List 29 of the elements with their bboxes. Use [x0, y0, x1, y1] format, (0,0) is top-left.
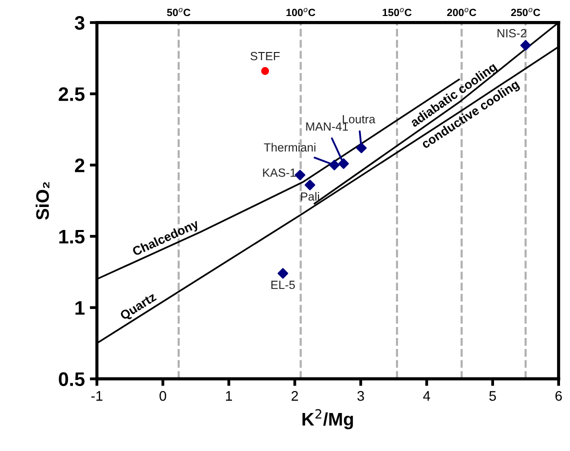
y-tick-label: 2	[74, 158, 84, 172]
x-tick-label: 6	[555, 391, 562, 401]
x-tick-label: 2	[292, 391, 298, 401]
annotation: EL-5	[271, 280, 295, 290]
annotation: Pali	[301, 192, 319, 201]
annotation: NIS-2	[498, 29, 526, 38]
annotation: KAS-1	[263, 168, 296, 177]
x-axis-title: K$^{2}$/Mg	[302, 409, 353, 430]
x-tick-label: 1	[226, 391, 232, 401]
ref-line-label: 100$^{o}$C	[286, 8, 316, 16]
annotation: STEF	[250, 52, 280, 60]
x-tick-label: 5	[489, 391, 496, 401]
annotation: MAN-41	[306, 122, 348, 131]
x-tick-label: 4	[423, 391, 430, 401]
annotation: Loutra	[342, 115, 376, 124]
annotation: Thermiani	[264, 142, 316, 152]
x-tick-label: 0	[160, 391, 166, 401]
y-tick-label: 2.5	[58, 87, 85, 102]
y-tick-label: 3	[74, 16, 84, 30]
y-axis-title: SiO₂	[36, 182, 50, 220]
y-tick-label: 0.5	[58, 372, 85, 386]
x-tick-label: -1	[91, 391, 102, 401]
ref-line-label: 150$^{o}$C	[382, 8, 412, 16]
ref-line-label: 250$^{o}$C	[511, 8, 540, 16]
x-tick-label: 3	[357, 391, 364, 401]
y-tick-label: 1	[76, 301, 85, 315]
y-tick-label: 1.5	[59, 230, 85, 244]
ref-line-label: 200$^{o}$C	[447, 8, 476, 16]
ref-line-label: 50$^{o}$C	[167, 8, 190, 16]
